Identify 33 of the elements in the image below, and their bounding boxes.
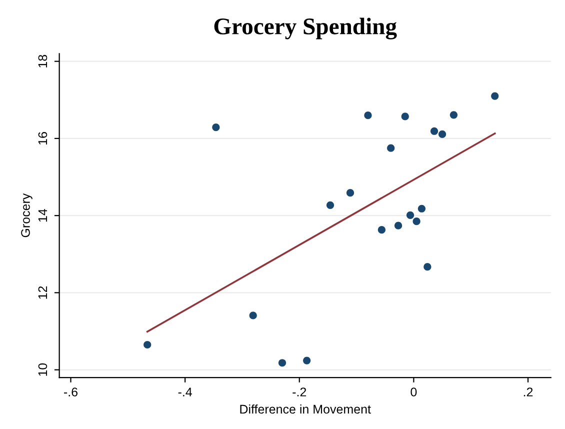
point xyxy=(212,123,220,132)
point xyxy=(418,204,426,212)
point xyxy=(430,127,438,135)
point xyxy=(278,359,286,367)
point xyxy=(394,222,402,230)
point xyxy=(364,112,372,120)
x-tick-label: 0 xyxy=(410,388,417,396)
chart-title: Grocery Spending xyxy=(214,18,397,40)
x-axis-title: Difference in Movement xyxy=(240,404,371,414)
x-tick-label: .2 xyxy=(524,388,533,396)
y-tick-label: 16 xyxy=(38,132,48,144)
point xyxy=(424,263,432,271)
point xyxy=(387,144,395,152)
point xyxy=(406,211,414,219)
y-axis-title: Grocery xyxy=(21,193,32,238)
y-tick-label: 14 xyxy=(38,208,48,222)
point xyxy=(450,111,458,119)
point xyxy=(412,218,420,226)
point xyxy=(491,92,499,100)
point xyxy=(303,356,311,364)
point xyxy=(144,340,152,349)
point xyxy=(401,112,409,120)
x-tick-label: -.2 xyxy=(292,388,306,396)
point xyxy=(378,226,386,234)
y-tick-label: 10 xyxy=(38,363,48,376)
point xyxy=(438,130,446,138)
point xyxy=(249,312,257,320)
x-tick-label: -.6 xyxy=(64,388,78,396)
point xyxy=(326,201,334,209)
point xyxy=(346,189,354,197)
x-tick-label: -.4 xyxy=(178,388,192,396)
y-tick-label: 12 xyxy=(38,286,48,299)
y-tick-label: 18 xyxy=(38,54,48,68)
